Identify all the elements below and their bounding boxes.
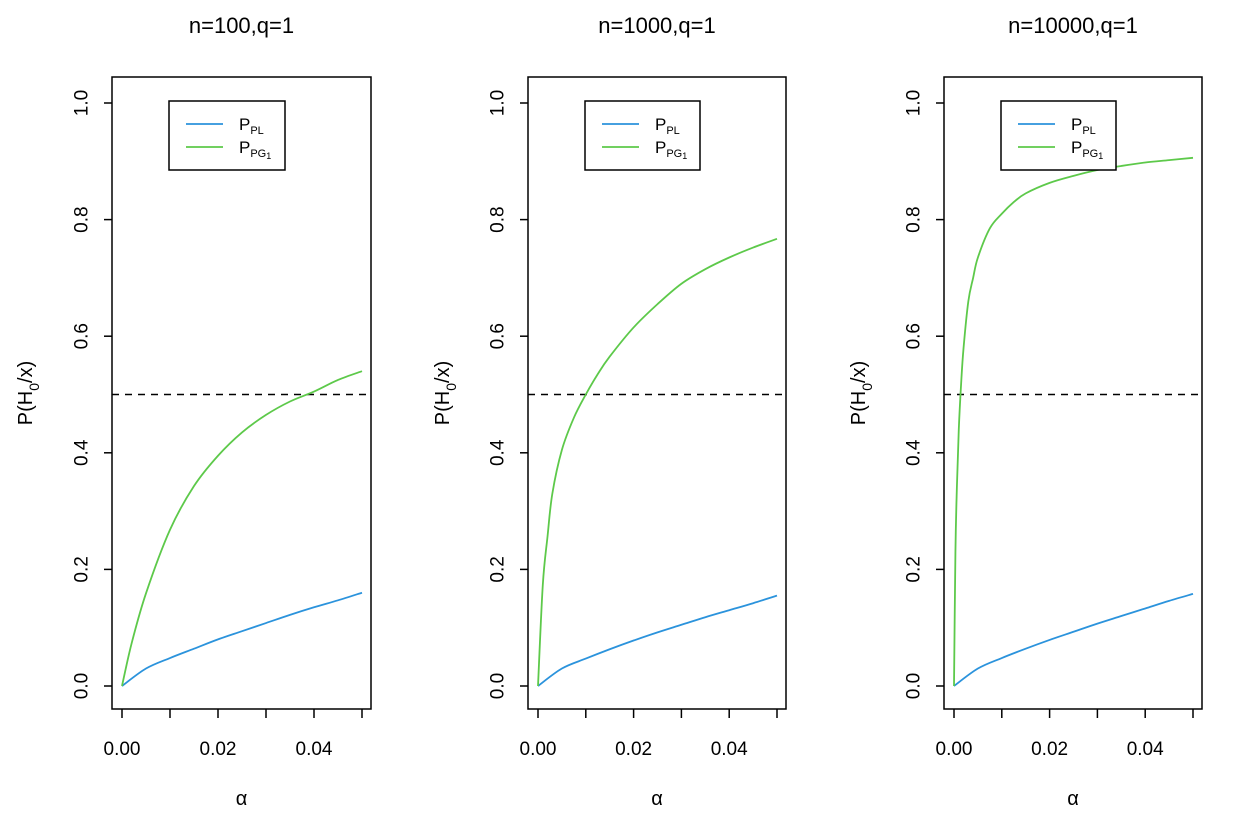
x-axis-label: α [651,788,663,810]
panel-3: n=10000,q=1 0.0 0.2 0.4 0.6 0.8 1.0 0.00 0.02 0.0… [848,13,1203,810]
y-axis-label-tail: /x) [15,361,37,383]
y-tick-label: 0.2 [72,556,93,582]
legend-label-sub: PL [666,125,679,137]
y-axis-label: P(H0/x) [432,361,459,425]
y-tick-label: 0.2 [904,556,925,582]
x-tick-label: 0.00 [936,739,973,760]
legend-label-sub: PG [250,148,266,160]
y-tick-label: 0.6 [72,323,93,349]
legend-label: PPG1 [655,138,687,161]
y-tick-label: 0.0 [72,673,93,699]
legend-label-base: P [239,115,250,134]
legend-box [168,100,286,171]
legend-label-sub: PL [250,125,263,137]
panel-2: n=1000,q=1 0.0 0.2 0.4 0.6 0.8 1.0 0.00 0.02 0.04… [432,13,787,810]
plot-frame [111,76,372,710]
legend-label-subsub: 1 [1098,151,1103,161]
series-p-pl [121,591,363,687]
y-axis-label-base: P(H [432,391,454,425]
x-tick-label: 0.04 [1127,739,1164,760]
legend-box [584,100,701,171]
legend-label-base: P [655,115,666,134]
y-tick-label: 0.0 [904,673,925,699]
y-tick-label: 0.4 [72,439,93,466]
y-tick-label: 0.6 [904,323,925,349]
legend-label: PPL [239,115,264,137]
x-tick-label: 0.02 [1031,739,1068,760]
y-tick-label: 0.4 [488,439,509,466]
x-tick-label: 0.04 [711,739,748,760]
series-p-pl [953,593,1194,687]
y-tick-label: 0.6 [488,323,509,349]
legend-label-sub: PG [666,148,682,160]
x-tick-label: 0.02 [615,739,652,760]
legend-label: PPL [655,115,680,137]
x-axis-label: α [236,788,248,810]
plot-frame [527,76,787,710]
legend-label: PPG1 [239,138,271,161]
series-p-pg1 [121,370,363,687]
y-axis-label: P(H0/x) [848,361,875,425]
y-tick-label: 0.8 [904,206,925,232]
legend-label-base: P [1071,115,1082,134]
legend-label-subsub: 1 [682,151,687,161]
y-axis-label-base: P(H [15,391,37,425]
y-axis-label: P(H0/x) [15,361,42,425]
legend-label: PPG1 [1071,138,1103,161]
series-p-pg1 [953,156,1194,687]
series-p-pg1 [537,237,778,687]
legend-label-base: P [1071,138,1082,157]
plot-frame [943,76,1203,710]
x-axis-label: α [1067,788,1079,810]
y-tick-label: 0.8 [72,206,93,232]
legend-label-sub: PL [1082,125,1095,137]
y-tick-label: 0.8 [488,206,509,232]
legend-label: PPL [1071,115,1096,137]
legend-box [1000,100,1117,171]
y-tick-label: 1.0 [72,90,93,116]
y-tick-label: 1.0 [904,90,925,116]
panel-1: n=100,q=1 0.0 0.2 0.4 0.6 0.8 1.0 0.00 0.02 0.04 α… [15,13,372,810]
x-tick-label: 0.04 [296,739,333,760]
y-tick-label: 0.0 [488,673,509,699]
chart-title: n=100,q=1 [189,13,294,38]
legend-label-subsub: 1 [266,151,271,161]
y-axis-label-tail: /x) [848,361,870,383]
legend-label-base: P [655,138,666,157]
chart-title: n=10000,q=1 [1008,13,1138,38]
y-axis-label-base: P(H [848,391,870,425]
y-axis-label-tail: /x) [432,361,454,383]
y-axis-label-sub: 0 [26,383,42,391]
y-tick-label: 1.0 [488,90,509,116]
legend-label-base: P [239,138,250,157]
x-tick-label: 0.00 [104,739,141,760]
y-tick-label: 0.4 [904,439,925,466]
x-tick-label: 0.02 [200,739,237,760]
y-axis-label-sub: 0 [443,383,459,391]
legend-label-sub: PG [1082,148,1098,160]
y-tick-label: 0.2 [488,556,509,582]
y-axis-label-sub: 0 [859,383,875,391]
chart-title: n=1000,q=1 [598,13,715,38]
x-tick-label: 0.00 [520,739,557,760]
series-p-pl [537,594,778,687]
